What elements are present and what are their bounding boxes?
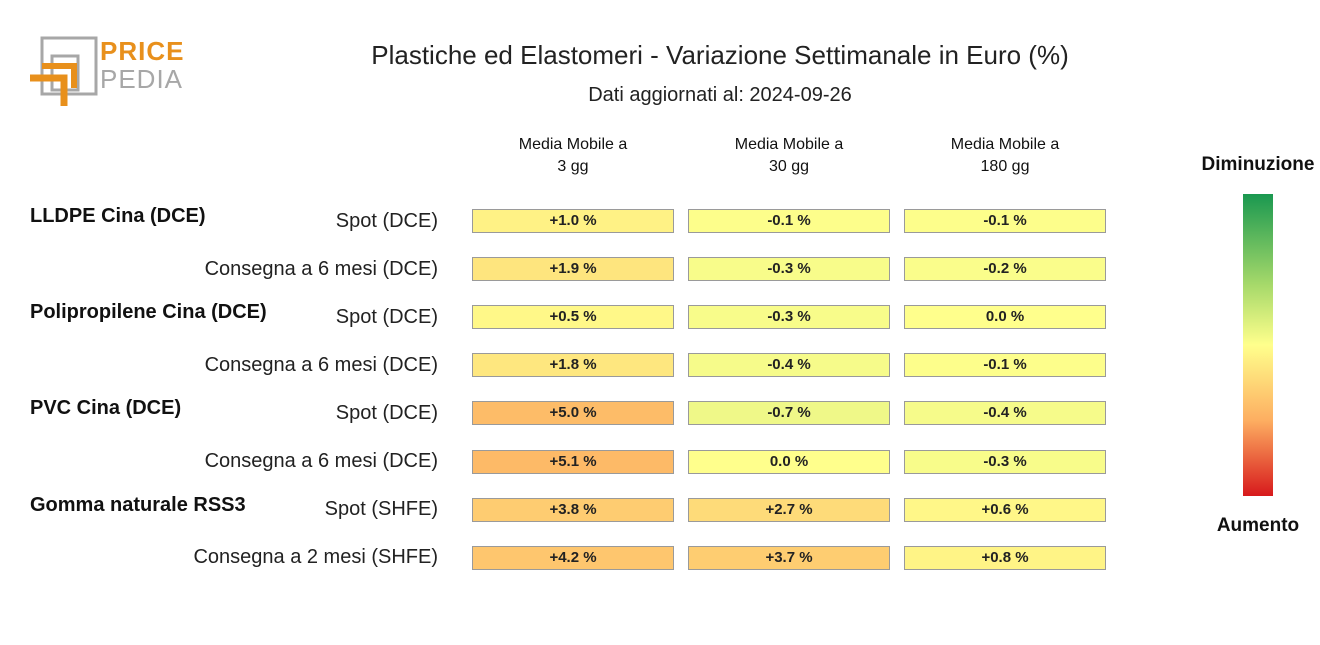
heatmap-cell: -0.1 % xyxy=(688,209,890,233)
row-label: Consegna a 2 mesi (SHFE) xyxy=(193,546,438,568)
heatmap-cell: -0.3 % xyxy=(688,257,890,281)
column-header-30gg-text: Media Mobile a 30 gg xyxy=(734,136,844,175)
row-label: Spot (DCE) xyxy=(335,306,438,328)
chart-title: Plastiche ed Elastomeri - Variazione Set… xyxy=(371,40,1069,70)
heatmap-cell: +3.8 % xyxy=(472,498,674,522)
group-name-pvc: PVC Cina (DCE) xyxy=(30,397,182,419)
logo-mark xyxy=(30,36,98,106)
heatmap-cell: 0.0 % xyxy=(688,450,890,474)
logo-word-price: PRICE xyxy=(100,36,185,66)
row-label: Consegna a 6 mesi (DCE) xyxy=(204,354,438,376)
heatmap-cell: +1.0 % xyxy=(472,209,674,233)
row-label: Consegna a 6 mesi (DCE) xyxy=(204,258,438,280)
heatmap-cell: +5.1 % xyxy=(472,450,674,474)
legend-label-decrease: Diminuzione xyxy=(1201,154,1315,175)
heatmap-cell: -0.1 % xyxy=(904,353,1106,377)
heatmap-cell: +0.8 % xyxy=(904,546,1106,570)
heatmap-cell: +1.8 % xyxy=(472,353,674,377)
row-label: Spot (DCE) xyxy=(335,210,438,232)
heatmap-cell: +1.9 % xyxy=(472,257,674,281)
heatmap-cell: -0.2 % xyxy=(904,257,1106,281)
heatmap-cell: +5.0 % xyxy=(472,401,674,425)
chart-subtitle: Dati aggiornati al: 2024-09-26 xyxy=(588,84,852,106)
legend-colorbar xyxy=(1243,194,1273,496)
heatmap-cell: -0.3 % xyxy=(904,450,1106,474)
heatmap-cell: -0.4 % xyxy=(688,353,890,377)
group-name-polipropilene: Polipropilene Cina (DCE) xyxy=(30,301,267,323)
heatmap-cell: +3.7 % xyxy=(688,546,890,570)
column-header-180gg-text: Media Mobile a 180 gg xyxy=(950,136,1060,175)
logo-word-pedia: PEDIA xyxy=(100,64,184,94)
heatmap-cell: -0.1 % xyxy=(904,209,1106,233)
group-name-gomma: Gomma naturale RSS3 xyxy=(30,494,246,516)
heatmap-cell: 0.0 % xyxy=(904,305,1106,329)
heatmap-cell: +0.6 % xyxy=(904,498,1106,522)
heatmap-cell: +2.7 % xyxy=(688,498,890,522)
row-label: Consegna a 6 mesi (DCE) xyxy=(204,450,438,472)
row-label: Spot (SHFE) xyxy=(324,498,438,520)
column-header-30gg: Media Mobile a 30 gg xyxy=(688,134,890,178)
heatmap-cell: +4.2 % xyxy=(472,546,674,570)
row-label: Spot (DCE) xyxy=(335,402,438,424)
legend-label-increase: Aumento xyxy=(1216,515,1300,536)
pricepedia-logo: PRICE PEDIA xyxy=(28,36,188,112)
group-name-lldpe: LLDPE Cina (DCE) xyxy=(30,205,206,227)
heatmap-cell: -0.3 % xyxy=(688,305,890,329)
heatmap-cell: -0.4 % xyxy=(904,401,1106,425)
heatmap-cell: +0.5 % xyxy=(472,305,674,329)
column-header-3gg: Media Mobile a 3 gg xyxy=(472,134,674,178)
column-header-180gg: Media Mobile a 180 gg xyxy=(904,134,1106,178)
heatmap-cell: -0.7 % xyxy=(688,401,890,425)
column-header-3gg-text: Media Mobile a 3 gg xyxy=(518,136,628,175)
